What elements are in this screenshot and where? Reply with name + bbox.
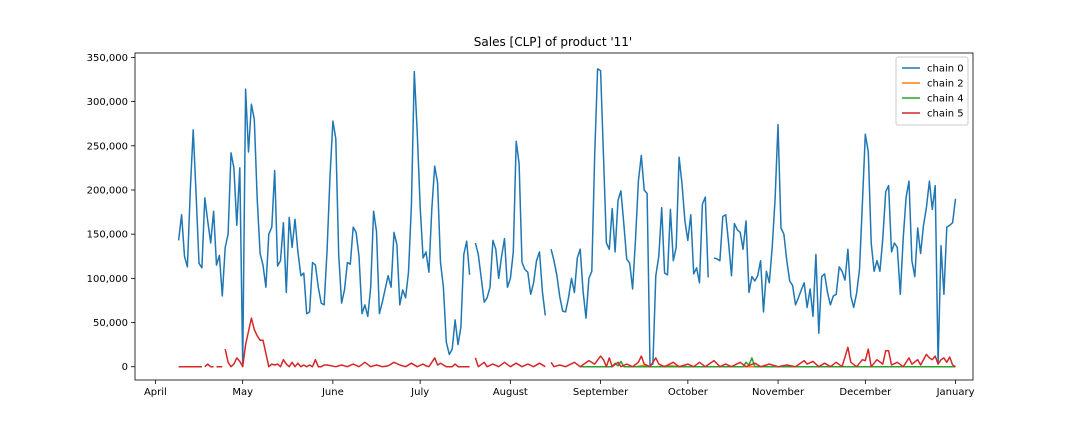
chart-title: Sales [CLP] of product '11' xyxy=(474,35,632,49)
series-line-chain-5 xyxy=(178,317,956,368)
x-tick-label: April xyxy=(144,387,167,398)
x-tick-label: May xyxy=(232,387,253,398)
x-tick-label: July xyxy=(410,387,429,398)
x-tick-label: August xyxy=(493,387,528,398)
y-tick-label: 200,000 xyxy=(87,185,128,196)
x-tick-label: November xyxy=(752,387,805,398)
legend-box xyxy=(895,56,969,126)
plot-area xyxy=(177,68,957,368)
y-tick-label: 100,000 xyxy=(87,274,128,285)
x-tick-label: October xyxy=(668,387,709,398)
x-tick-label: January xyxy=(936,387,975,398)
x-tick-label: June xyxy=(321,387,344,398)
series-line-chain-0 xyxy=(177,68,957,366)
y-tick-label: 350,000 xyxy=(87,53,128,64)
plot-frame xyxy=(134,52,974,381)
legend-label: chain 4 xyxy=(927,94,964,105)
x-tick-label: December xyxy=(839,387,892,398)
y-tick-label: 0 xyxy=(122,362,128,373)
y-tick-label: 250,000 xyxy=(87,141,128,152)
legend-label: chain 2 xyxy=(927,79,964,90)
x-axis: April May June July August September October No… xyxy=(144,380,975,398)
legend-label: chain 5 xyxy=(927,109,964,120)
legend-label: chain 0 xyxy=(927,64,964,75)
x-tick-label: September xyxy=(573,387,629,398)
y-tick-label: 50,000 xyxy=(93,318,128,329)
y-tick-label: 150,000 xyxy=(87,230,128,241)
y-tick-label: 300,000 xyxy=(87,97,128,108)
legend: chain 0 chain 2 chain 4 chain 5 xyxy=(895,56,969,126)
y-axis: 0 50,000 100,000 150,000 200,000 250,000 300,0… xyxy=(87,53,135,373)
